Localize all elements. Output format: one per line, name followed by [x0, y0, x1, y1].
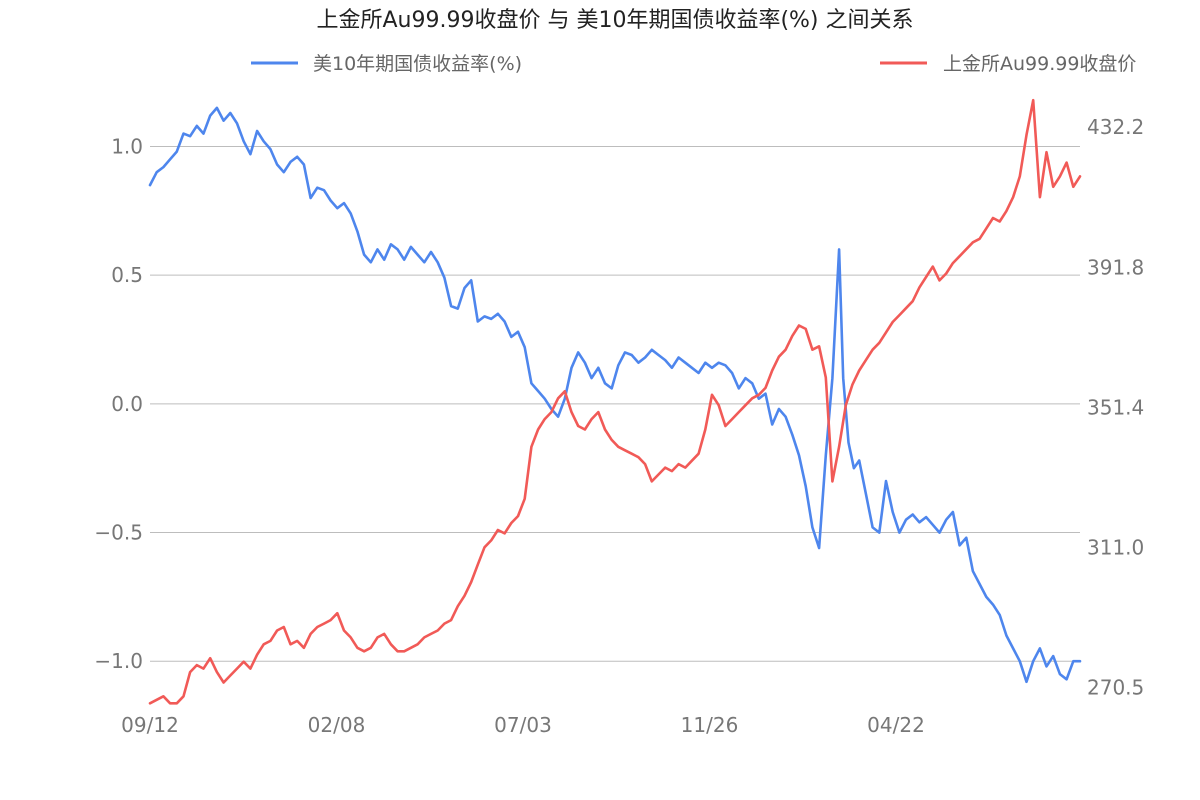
- gridlines: [150, 145, 1080, 662]
- legend: 美10年期国债收益率(%) 上金所Au99.99收盘价: [251, 53, 1136, 75]
- x-tick-label: 09/12: [121, 713, 179, 737]
- legend-label-gold: 上金所Au99.99收盘价: [943, 53, 1136, 75]
- right-tick-label: 391.8: [1087, 255, 1144, 279]
- left-y-axis: 1.0 0.5 0.0 −0.5 −1.0: [94, 134, 143, 673]
- legend-label-yield: 美10年期国债收益率(%): [313, 53, 522, 75]
- right-tick-label: 270.5: [1087, 676, 1144, 700]
- x-tick-label: 11/26: [681, 713, 739, 737]
- x-axis: 09/12 02/08 07/03 11/26 04/22: [121, 713, 925, 737]
- series-line-yield: [148, 106, 1082, 684]
- right-tick-label: 311.0: [1087, 535, 1144, 559]
- left-tick-label: 1.0: [111, 134, 143, 158]
- right-tick-label: 432.2: [1087, 115, 1144, 139]
- x-tick-label: 02/08: [308, 713, 366, 737]
- left-tick-label: 0.5: [111, 263, 143, 287]
- left-tick-label: −0.5: [94, 521, 143, 545]
- right-tick-label: 351.4: [1087, 395, 1144, 419]
- left-tick-label: 0.0: [111, 392, 143, 416]
- right-y-axis: 432.2 391.8 351.4 311.0 270.5: [1087, 115, 1144, 699]
- x-tick-label: 07/03: [494, 713, 552, 737]
- chart-title: 上金所Au99.99收盘价 与 美10年期国债收益率(%) 之间关系: [316, 8, 913, 33]
- series-line-gold: [148, 98, 1082, 705]
- x-tick-label: 04/22: [867, 713, 925, 737]
- plot-area: [148, 98, 1082, 705]
- left-tick-label: −1.0: [94, 649, 143, 673]
